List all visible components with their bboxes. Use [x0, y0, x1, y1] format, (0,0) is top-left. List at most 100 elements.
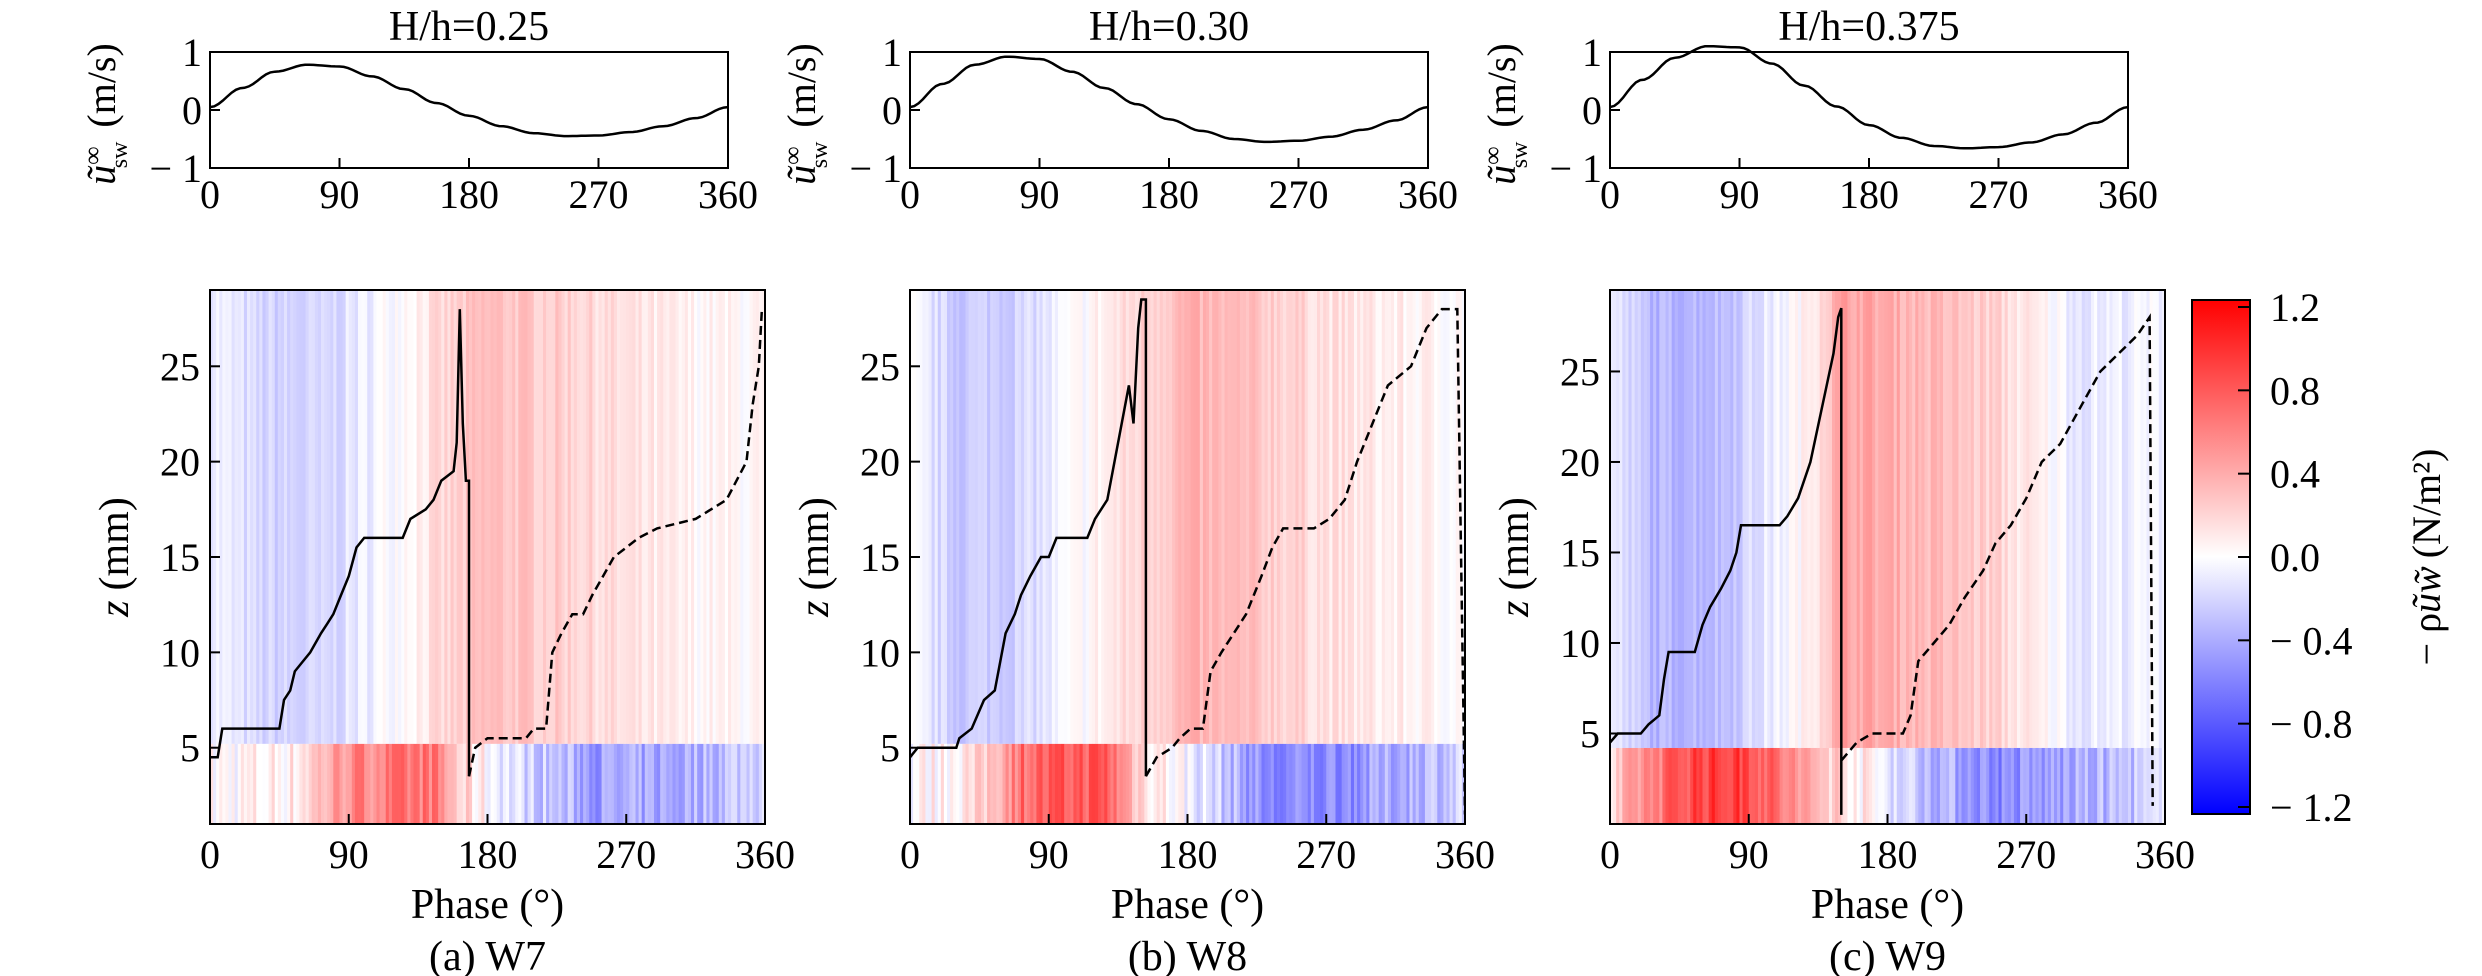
- heatmap-cell: [1400, 743, 1404, 824]
- heatmap-cell: [589, 290, 593, 744]
- heatmap-cell: [1079, 743, 1084, 824]
- heatmap-cell: [1215, 743, 1219, 824]
- heatmap-xlabel: Phase (°): [411, 882, 564, 928]
- heatmap-cell: [965, 290, 970, 744]
- heatmap-cell: [240, 290, 245, 744]
- heatmap-cell: [1711, 747, 1716, 824]
- heatmap-cell: [1307, 290, 1312, 744]
- heatmap-cell: [1218, 290, 1223, 744]
- heatmap-cell: [987, 290, 991, 744]
- heatmap-cell: [1354, 743, 1358, 824]
- heatmap-cell: [928, 743, 933, 824]
- heatmap-cell: [1178, 743, 1182, 824]
- heatmap-cell: [755, 290, 760, 744]
- heatmap-cell: [287, 290, 291, 744]
- heatmap-cell: [971, 743, 976, 824]
- heatmap-cell: [1209, 290, 1213, 744]
- heatmap-cell: [1902, 290, 1907, 748]
- heatmap-cell: [1264, 290, 1269, 744]
- heatmap-cell: [1246, 743, 1250, 824]
- heatmap-cell: [626, 743, 630, 824]
- heatmap-cell: [937, 743, 942, 824]
- heatmap-cell: [419, 290, 424, 744]
- heatmap-cell: [1286, 290, 1290, 744]
- heatmap-cell: [681, 290, 686, 744]
- heatmap-cell: [589, 743, 593, 824]
- heatmap-cell: [253, 290, 257, 744]
- heatmap-cell: [1024, 290, 1028, 744]
- heatmap-cell: [758, 290, 763, 744]
- heatmap-cell: [228, 743, 233, 824]
- heatmap-cell: [1280, 743, 1284, 824]
- colorbar-label: − ρũw̃(N/m²): [2404, 449, 2449, 666]
- heatmap-cell: [1943, 747, 1947, 824]
- heatmap-cell: [2054, 747, 2058, 824]
- heatmap-cell: [1098, 743, 1102, 824]
- heatmap-cell: [1813, 290, 1818, 748]
- heatmap-cell: [1039, 290, 1044, 744]
- heatmap-cell: [213, 743, 217, 824]
- heatmap-cell: [305, 290, 310, 744]
- heatmap-cell: [1983, 290, 1987, 748]
- heatmap-cell: [617, 290, 621, 744]
- heatmap-cell: [299, 743, 304, 824]
- heatmap-cell: [925, 290, 930, 744]
- heatmap-cell: [1690, 290, 1694, 748]
- heatmap-cell: [1116, 743, 1121, 824]
- heatmap-cell: [1036, 290, 1041, 744]
- heatmap-cell: [330, 290, 334, 744]
- heatmap-ytick-label: 20: [1560, 440, 1600, 485]
- heatmap-cell: [1125, 743, 1130, 824]
- heatmap-cell: [1008, 290, 1013, 744]
- heatmap-xlabel: Phase (°): [1811, 882, 1964, 928]
- heatmap-cell: [1859, 290, 1864, 748]
- heatmap-cell: [950, 743, 954, 824]
- heatmap-cell: [1332, 290, 1337, 744]
- heatmap-cell: [1323, 743, 1327, 824]
- heatmap-xtick-label: 360: [2135, 832, 2195, 877]
- heatmap-cell: [1159, 743, 1164, 824]
- heatmap-cell: [1048, 743, 1053, 824]
- heatmap-cell: [2103, 290, 2108, 748]
- heatmap-cell: [1819, 747, 1824, 824]
- heatmap-cell: [1366, 290, 1371, 744]
- heatmap-cell: [1887, 290, 1892, 748]
- wave-xtick-label: 270: [569, 172, 629, 217]
- heatmap-cell: [555, 290, 560, 744]
- heatmap-xtick-label: 270: [1296, 832, 1356, 877]
- heatmap-cell: [595, 290, 600, 744]
- heatmap-cell: [1184, 290, 1189, 744]
- heatmap-cell: [385, 743, 390, 824]
- heatmap-cell: [1782, 747, 1787, 824]
- heatmap-cell: [1844, 747, 1849, 824]
- heatmap-ytick-label: 15: [860, 535, 900, 580]
- heatmap-cell: [1030, 290, 1034, 744]
- heatmap-cell: [487, 743, 492, 824]
- heatmap-cell: [1918, 290, 1923, 748]
- solid-boundary-line: [910, 298, 1148, 777]
- heatmap-cell: [1970, 747, 1975, 824]
- heatmap-cell: [1687, 290, 1691, 748]
- heatmap-cell: [620, 290, 624, 744]
- heatmap-cell: [1255, 290, 1260, 744]
- heatmap-cell: [1887, 747, 1892, 824]
- heatmap-cell: [1391, 743, 1395, 824]
- heatmap-cell: [1344, 743, 1349, 824]
- heatmap-cell: [934, 290, 939, 744]
- heatmap-cell: [1224, 743, 1229, 824]
- heatmap-cell: [521, 743, 526, 824]
- heatmap-cell: [1980, 747, 1984, 824]
- heatmap-cell: [910, 290, 914, 744]
- heatmap-cell: [1132, 290, 1136, 744]
- wave-xtick-label: 360: [1398, 172, 1458, 217]
- heatmap-cell: [1406, 290, 1411, 744]
- heatmap-cell: [1946, 747, 1950, 824]
- colorbar: 1.2 0.8 0.4 0.0 − 0.4 − 0.8 − 1.2 − ρũw̃(N/m²): [2191, 285, 2449, 830]
- heatmap-cell: [1853, 747, 1858, 824]
- heatmap-cell: [1656, 747, 1660, 824]
- heatmap-cell: [2041, 747, 2046, 824]
- heatmap-cell: [1341, 743, 1346, 824]
- heatmap-cell: [758, 743, 763, 824]
- heatmap-cell: [398, 290, 402, 744]
- heatmap-cell: [1101, 290, 1105, 744]
